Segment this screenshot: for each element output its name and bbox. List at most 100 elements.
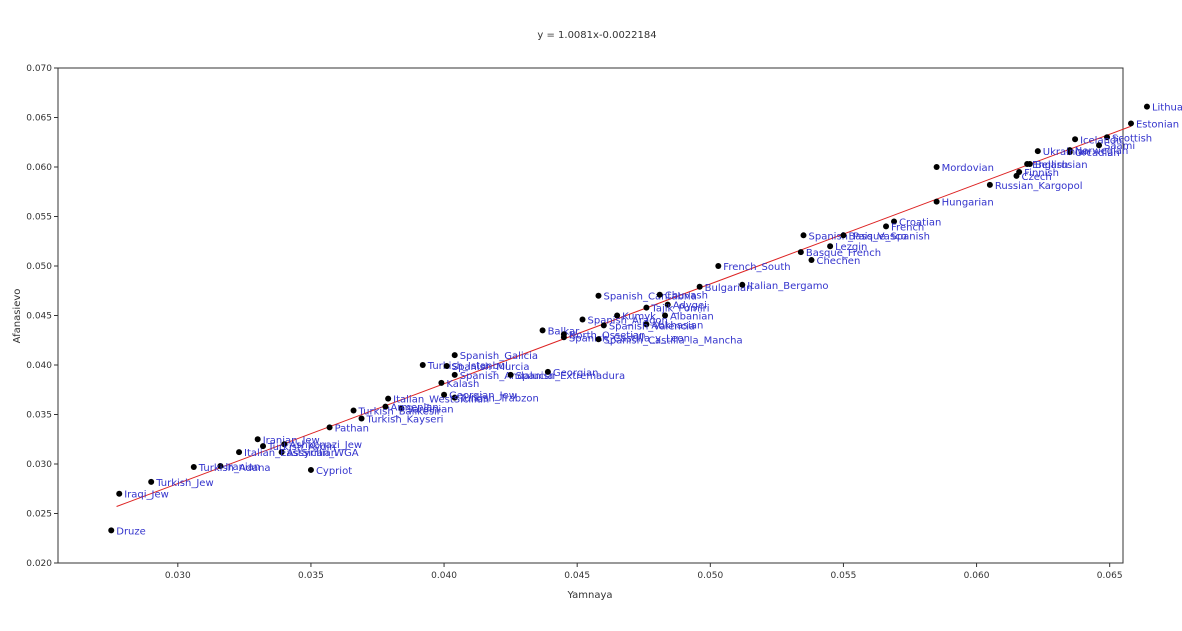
data-point[interactable] bbox=[1104, 134, 1111, 141]
x-tick-label: 0.040 bbox=[431, 571, 457, 581]
data-point[interactable] bbox=[385, 395, 392, 402]
point-label: Croatian bbox=[899, 217, 941, 228]
plot-area bbox=[57, 67, 1124, 564]
y-tick-label: 0.065 bbox=[26, 114, 52, 124]
data-point[interactable] bbox=[1066, 149, 1073, 156]
data-point[interactable] bbox=[933, 198, 940, 205]
y-tick-label: 0.020 bbox=[26, 559, 52, 569]
data-point[interactable] bbox=[116, 490, 123, 497]
data-point[interactable] bbox=[579, 316, 586, 323]
point-label: Spanish_Cantabria bbox=[603, 292, 696, 303]
data-point[interactable] bbox=[560, 334, 567, 341]
point-label: Bulgarian bbox=[705, 283, 753, 294]
data-point[interactable] bbox=[808, 257, 815, 264]
data-point[interactable] bbox=[827, 243, 834, 250]
point-label: Finnish bbox=[1024, 168, 1059, 179]
data-point[interactable] bbox=[1096, 142, 1103, 149]
data-point[interactable] bbox=[507, 371, 514, 378]
data-point[interactable] bbox=[451, 371, 458, 378]
point-label: Czech bbox=[1022, 172, 1052, 183]
point-label: French bbox=[891, 222, 924, 233]
y-tick-label: 0.050 bbox=[26, 262, 52, 272]
point-label: Sardinian bbox=[406, 405, 453, 416]
data-point[interactable] bbox=[254, 436, 261, 443]
data-point[interactable] bbox=[1127, 120, 1134, 127]
data-point[interactable] bbox=[260, 443, 267, 450]
data-point[interactable] bbox=[891, 218, 898, 225]
data-point[interactable] bbox=[595, 336, 602, 343]
data-point[interactable] bbox=[715, 263, 722, 269]
data-point[interactable] bbox=[595, 292, 602, 299]
point-label: Cypriot bbox=[316, 466, 352, 477]
data-point[interactable] bbox=[664, 301, 671, 308]
point-label: Albanian bbox=[670, 312, 714, 323]
point-label: Turkish_Balikesir bbox=[358, 407, 442, 418]
data-point[interactable] bbox=[350, 407, 357, 414]
y-tick-label: 0.030 bbox=[26, 460, 52, 470]
point-label: Abkhasian bbox=[651, 320, 703, 331]
data-point[interactable] bbox=[108, 527, 115, 534]
data-point[interactable] bbox=[662, 312, 669, 319]
data-point[interactable] bbox=[278, 449, 285, 456]
point-label: Ashkenazi_Jew bbox=[289, 440, 362, 451]
point-label: English bbox=[1032, 160, 1068, 171]
data-point[interactable] bbox=[190, 463, 197, 470]
data-point[interactable] bbox=[358, 415, 365, 422]
y-tick-label: 0.045 bbox=[26, 312, 52, 322]
data-point[interactable] bbox=[696, 283, 703, 290]
data-point[interactable] bbox=[600, 322, 607, 329]
point-label: Italian_EastSicilian bbox=[244, 448, 337, 459]
point-label: Spanish_Castilla_la_Mancha bbox=[603, 335, 742, 346]
data-point[interactable] bbox=[438, 379, 445, 386]
data-point[interactable] bbox=[307, 466, 314, 473]
data-point[interactable] bbox=[419, 362, 426, 368]
data-point[interactable] bbox=[800, 232, 807, 239]
data-point[interactable] bbox=[443, 362, 450, 369]
data-point[interactable] bbox=[1143, 103, 1150, 110]
point-label: Turkish_Trabzon bbox=[459, 394, 539, 405]
data-point[interactable] bbox=[840, 232, 847, 239]
data-point[interactable] bbox=[217, 462, 224, 469]
point-label: Turkish_Aydin bbox=[267, 442, 336, 453]
data-point[interactable] bbox=[739, 281, 746, 288]
point-label: Spanish_Andalucia bbox=[460, 371, 554, 382]
data-point[interactable] bbox=[1013, 172, 1020, 179]
data-point[interactable] bbox=[441, 391, 448, 398]
point-label: Kalash bbox=[446, 379, 479, 390]
point-label: Icelandic bbox=[1080, 135, 1124, 146]
point-label: Hungarian bbox=[942, 198, 994, 209]
data-point[interactable] bbox=[1072, 136, 1079, 143]
data-point[interactable] bbox=[883, 223, 890, 230]
data-point[interactable] bbox=[797, 249, 804, 256]
y-tick-label: 0.070 bbox=[26, 64, 52, 74]
point-label: Chechen bbox=[816, 256, 860, 267]
point-label: Turkish_Jew bbox=[155, 478, 213, 489]
point-label: Russian_Kargopol bbox=[995, 181, 1083, 192]
data-point[interactable] bbox=[451, 352, 458, 359]
y-tick-label: 0.060 bbox=[26, 163, 52, 173]
data-point[interactable] bbox=[614, 312, 621, 319]
data-point[interactable] bbox=[281, 441, 288, 448]
point-label: Orcadian bbox=[1075, 148, 1120, 159]
data-point[interactable] bbox=[656, 291, 663, 298]
data-point[interactable] bbox=[398, 405, 405, 412]
data-point[interactable] bbox=[382, 403, 389, 410]
x-tick-label: 0.050 bbox=[697, 571, 723, 581]
data-point[interactable] bbox=[643, 304, 650, 311]
data-point[interactable] bbox=[148, 478, 155, 485]
data-point[interactable] bbox=[986, 181, 993, 188]
data-point[interactable] bbox=[643, 321, 650, 328]
data-point[interactable] bbox=[544, 368, 551, 375]
point-label: Kumyk bbox=[622, 312, 656, 323]
data-point[interactable] bbox=[539, 327, 546, 334]
data-point[interactable] bbox=[933, 164, 940, 170]
point-label: Iranian_Jew bbox=[263, 435, 320, 446]
data-point[interactable] bbox=[1034, 148, 1041, 155]
data-point[interactable] bbox=[326, 424, 333, 431]
data-point[interactable] bbox=[451, 394, 458, 401]
data-point[interactable] bbox=[1024, 161, 1031, 168]
point-label: Ukrainian bbox=[1043, 147, 1091, 158]
point-label: Pathan bbox=[335, 423, 369, 434]
data-point[interactable] bbox=[236, 449, 243, 456]
point-label: French_South bbox=[723, 262, 790, 273]
